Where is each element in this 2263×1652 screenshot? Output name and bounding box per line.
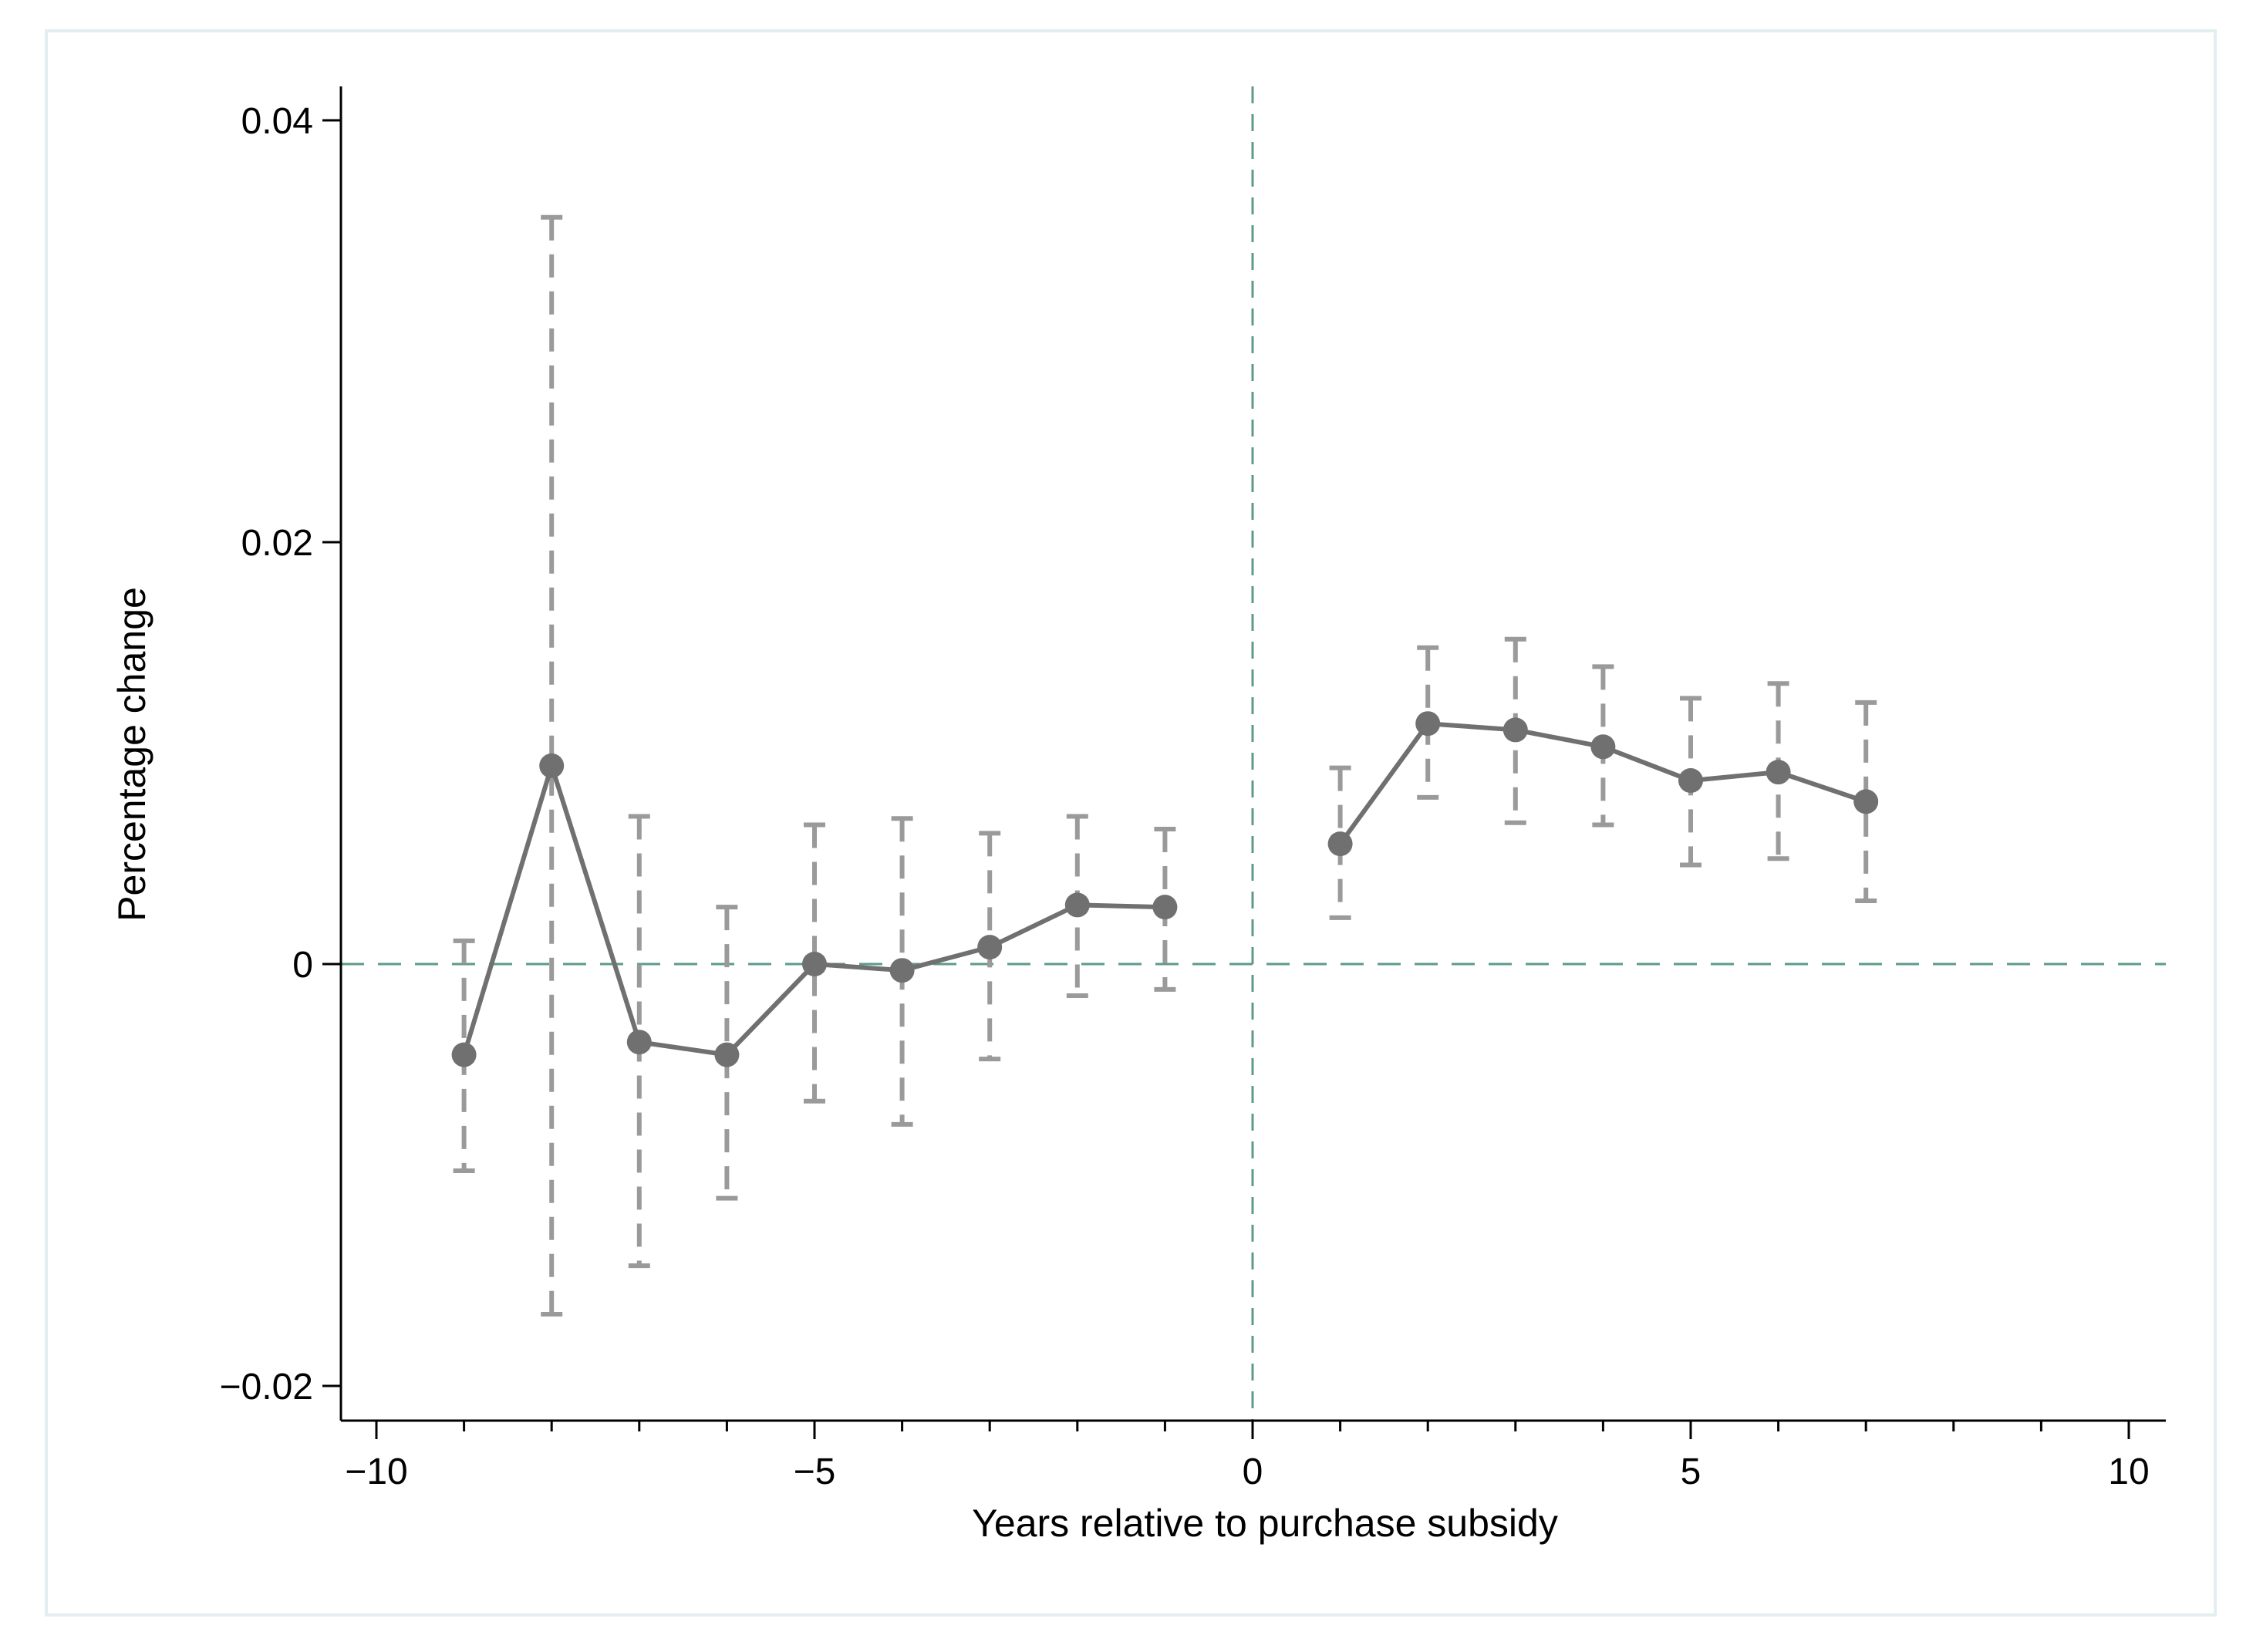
- axes: −10 −5 0 5 10 −0.02 0 0.02 0.04: [220, 86, 2166, 1492]
- x-tick-label: 10: [2108, 1451, 2149, 1492]
- x-tick-label: 5: [1681, 1451, 1701, 1492]
- plot-frame: [45, 29, 2217, 1617]
- data-point-post-period-3: [1502, 717, 1528, 743]
- y-axis-title: Percentage change: [110, 587, 153, 922]
- data-point-post-period-4: [1590, 734, 1616, 760]
- y-tick-label: 0.04: [241, 101, 313, 142]
- data-point-pre-period--5: [802, 952, 827, 976]
- data-point-pre-period--9: [451, 1042, 477, 1067]
- reference-lines: [341, 86, 2166, 1421]
- data-point-post-period-7: [1853, 789, 1879, 814]
- data-point-pre-period--6: [714, 1042, 740, 1067]
- data-point-post-period-2: [1415, 711, 1441, 737]
- y-tick-label: −0.02: [220, 1367, 313, 1408]
- data-point-pre-period--4: [889, 958, 915, 983]
- data-point-pre-period--2: [1064, 892, 1090, 918]
- data-points: [451, 711, 1879, 1067]
- data-point-post-period-5: [1678, 768, 1703, 794]
- data-point-pre-period--7: [626, 1030, 652, 1055]
- x-axis-title: Years relative to purchase subsidy: [972, 1502, 1558, 1545]
- data-point-pre-period--3: [977, 935, 1003, 960]
- data-point-pre-period--8: [539, 753, 565, 778]
- x-tick-label: 0: [1243, 1451, 1263, 1492]
- data-point-post-period-6: [1766, 760, 1791, 785]
- x-tick-label: −10: [345, 1451, 407, 1492]
- data-point-post-period-1: [1327, 831, 1353, 857]
- data-point-pre-period--1: [1152, 895, 1178, 920]
- x-tick-label: −5: [794, 1451, 836, 1492]
- y-tick-label: 0.02: [241, 523, 313, 564]
- y-tick-label: 0: [292, 945, 313, 986]
- error-bars: [453, 214, 1877, 1317]
